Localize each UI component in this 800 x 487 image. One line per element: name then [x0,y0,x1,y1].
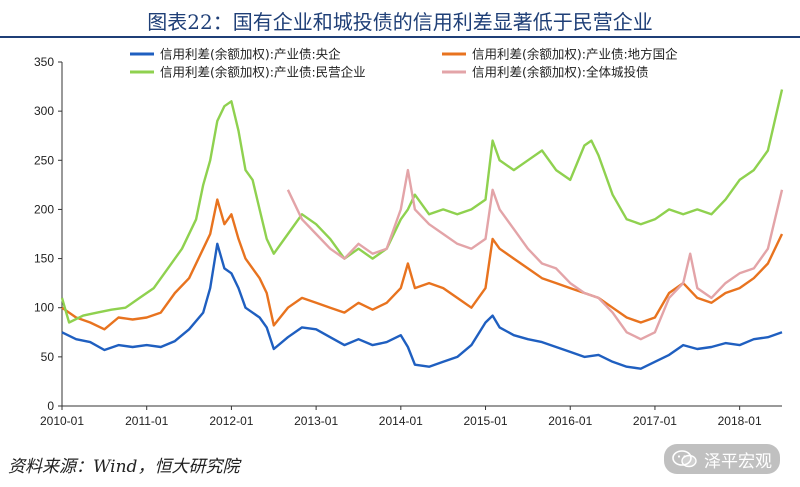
y-tick-label: 50 [41,350,55,364]
y-tick-label: 200 [34,202,54,216]
chart-legend: 信用利差(余额加权):产业债:央企 信用利差(余额加权):产业债:地方国企信用利差… [130,47,678,80]
x-tick-label: 2016-01 [548,414,592,428]
series-line-3 [60,89,784,324]
x-tick-label: 2015-01 [464,414,508,428]
legend-label: 信用利差(余额加权):全体城投债 [472,65,648,80]
watermark-badge: 泽平宏观 [664,444,780,474]
chart-series [60,89,784,370]
y-tick-label: 100 [34,301,54,315]
y-tick-label: 0 [47,399,54,413]
legend-label: 信用利差(余额加权):产业债:地方国企 [472,47,678,62]
y-tick-label: 250 [34,153,54,167]
source-note: 资料来源：Wind，恒大研究院 [8,457,240,477]
chart-title-bar: 图表22：国有企业和城投债的信用利差显著低于民营企业 [0,0,800,38]
watermark-text: 泽平宏观 [704,451,772,472]
x-tick-label: 2012-01 [209,414,253,428]
x-tick-label: 2010-01 [40,414,84,428]
series-line-4 [286,168,784,341]
y-tick-label: 300 [34,104,54,118]
chart-title: 图表22：国有企业和城投债的信用利差显著低于民营企业 [147,10,653,34]
series-line-1 [61,242,783,370]
x-tick-label: 2018-01 [718,414,762,428]
wechat-icon [672,450,697,468]
x-tick-label: 2013-01 [294,414,338,428]
line-chart: 0 50 100 150 200 250 300 350 2010-01 2011-01 2012-… [34,47,784,428]
y-tick-label: 350 [34,55,54,69]
chart-axes: 0 50 100 150 200 250 300 350 2010-01 2011-01 2012-… [34,55,782,428]
legend-label: 信用利差(余额加权):产业债:民营企业 [160,65,366,80]
x-tick-label: 2014-01 [379,414,423,428]
y-tick-label: 150 [34,252,54,266]
series-line-2 [61,198,784,331]
legend-label: 信用利差(余额加权):产业债:央企 [160,47,341,62]
x-tick-label: 2017-01 [633,414,677,428]
x-tick-label: 2011-01 [125,414,168,428]
